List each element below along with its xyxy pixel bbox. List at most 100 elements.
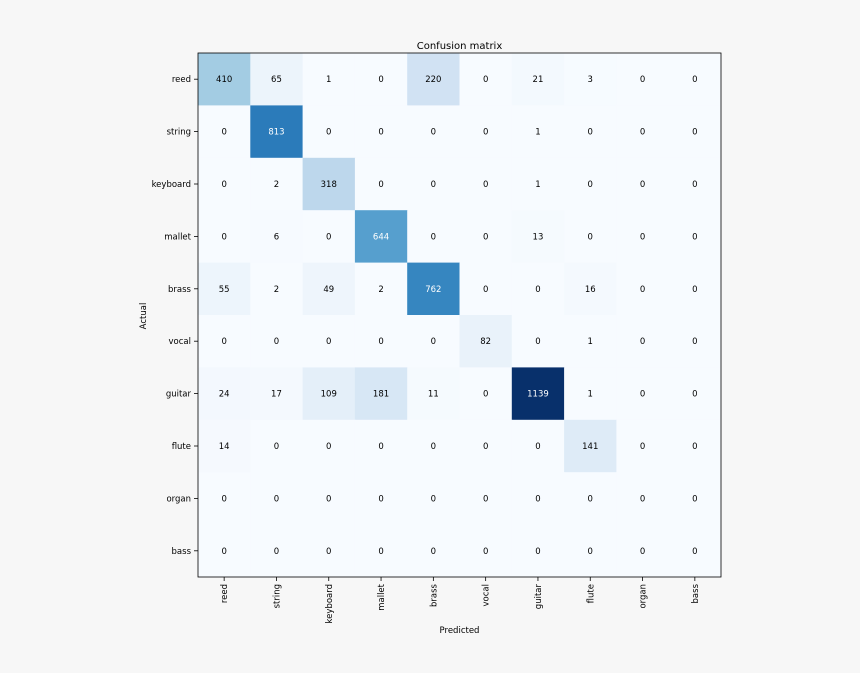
cell-value-label: 0	[483, 390, 488, 400]
x-tick-label: keyboard	[325, 584, 335, 623]
heatmap-cell	[407, 210, 460, 264]
y-tick-label: reed	[172, 75, 191, 85]
heatmap-cell	[198, 210, 251, 264]
heatmap-cell	[616, 524, 670, 578]
heatmap-cell	[198, 419, 251, 473]
heatmap-cell	[616, 157, 670, 211]
cell-value-label: 0	[326, 232, 331, 242]
cell-value-label: 6	[274, 232, 279, 242]
heatmap-cell	[407, 524, 460, 578]
cell-value-label: 0	[483, 494, 488, 504]
y-tick-label: string	[167, 128, 191, 138]
cell-value-label: 0	[588, 128, 593, 138]
heatmap-cell	[198, 157, 251, 211]
heatmap-cell	[616, 367, 670, 421]
heatmap-cell	[459, 472, 513, 526]
x-axis-ticks: reed string keyboard mallet brass vocal guitar…	[220, 577, 701, 623]
cell-value-label: 0	[692, 494, 697, 504]
cell-value-label: 0	[431, 128, 436, 138]
cell-value-label: 0	[431, 232, 436, 242]
cell-value-label: 1	[588, 337, 593, 347]
heatmap-cell	[198, 262, 251, 316]
cell-value-label: 0	[221, 180, 226, 190]
x-tick-label: guitar	[534, 584, 544, 610]
cell-value-label: 21	[533, 75, 544, 85]
y-axis-label: Actual	[139, 303, 149, 330]
chart-title: Confusion matrix	[417, 41, 503, 52]
heatmap-cell	[302, 315, 356, 368]
cell-value-label: 0	[431, 442, 436, 452]
cell-value-label: 0	[221, 128, 226, 138]
heatmap-cell	[250, 53, 304, 106]
cell-value-label: 0	[640, 285, 645, 295]
x-tick-label: organ	[639, 584, 649, 609]
cell-value-label: 14	[219, 442, 230, 452]
cell-value-label: 0	[483, 75, 488, 85]
y-axis-ticks: reed string keyboard mallet brass vocal guitar…	[152, 75, 198, 557]
heatmap-cell	[407, 105, 460, 159]
heatmap-cell	[198, 53, 251, 106]
heatmap-cell	[354, 53, 408, 106]
heatmap-cell	[250, 105, 304, 159]
cell-value-label: 2	[274, 285, 279, 295]
cell-value-label: 0	[221, 232, 226, 242]
heatmap-cell	[198, 315, 251, 368]
cell-value-label: 0	[326, 128, 331, 138]
heatmap-cell	[668, 157, 722, 211]
cell-value-label: 13	[533, 232, 544, 242]
cell-value-label: 1	[535, 180, 540, 190]
cell-value-label: 141	[582, 442, 598, 452]
cell-value-label: 0	[378, 494, 383, 504]
heatmap-cell	[511, 105, 565, 159]
cell-value-label: 0	[431, 494, 436, 504]
heatmap-cells	[198, 53, 722, 578]
cell-value-label: 0	[274, 494, 279, 504]
y-tick-label: brass	[168, 285, 192, 295]
cell-value-label: 0	[431, 337, 436, 347]
cell-value-label: 0	[221, 547, 226, 557]
heatmap-cell	[407, 262, 460, 316]
x-tick-label: bass	[691, 583, 701, 603]
cell-value-label: 0	[692, 180, 697, 190]
heatmap-cell	[668, 210, 722, 264]
x-tick-label: brass	[429, 583, 439, 607]
cell-value-label: 0	[535, 285, 540, 295]
cell-value-label: 0	[483, 285, 488, 295]
cell-value-label: 0	[378, 337, 383, 347]
cell-value-labels: 410 65 1 0 220 0 21 3 0 00 813 0 0 0 0 1 0 0 00 2 318 0 0 0 1 0 0 0…	[216, 75, 698, 557]
cell-value-label: 65	[271, 75, 282, 85]
heatmap-cell	[250, 472, 304, 526]
cell-value-label: 0	[535, 442, 540, 452]
cell-value-label: 0	[378, 180, 383, 190]
cell-value-label: 0	[588, 232, 593, 242]
heatmap-cell	[302, 367, 356, 421]
heatmap-cell	[511, 157, 565, 211]
heatmap-cell	[668, 472, 722, 526]
heatmap-cell	[668, 419, 722, 473]
cell-value-label: 0	[692, 547, 697, 557]
cell-value-label: 0	[326, 494, 331, 504]
heatmap-cell	[459, 419, 513, 473]
cell-value-label: 0	[483, 180, 488, 190]
cell-value-label: 0	[326, 547, 331, 557]
cell-value-label: 0	[431, 180, 436, 190]
heatmap-cell	[459, 53, 513, 106]
heatmap-cell	[250, 524, 304, 578]
cell-value-label: 0	[378, 75, 383, 85]
heatmap-cell	[354, 419, 408, 473]
heatmap-cell	[250, 367, 304, 421]
heatmap-cell	[407, 315, 460, 368]
cell-value-label: 0	[535, 547, 540, 557]
cell-value-label: 0	[640, 337, 645, 347]
cell-value-label: 0	[692, 128, 697, 138]
cell-value-label: 1	[326, 75, 331, 85]
heatmap-cell	[616, 210, 670, 264]
heatmap-cell	[198, 472, 251, 526]
heatmap-cell	[511, 367, 565, 421]
cell-value-label: 0	[431, 547, 436, 557]
cell-value-label: 0	[640, 547, 645, 557]
heatmap-cell	[511, 262, 565, 316]
cell-value-label: 17	[271, 390, 282, 400]
plot-frame	[197, 52, 722, 578]
cell-value-label: 644	[373, 232, 389, 242]
